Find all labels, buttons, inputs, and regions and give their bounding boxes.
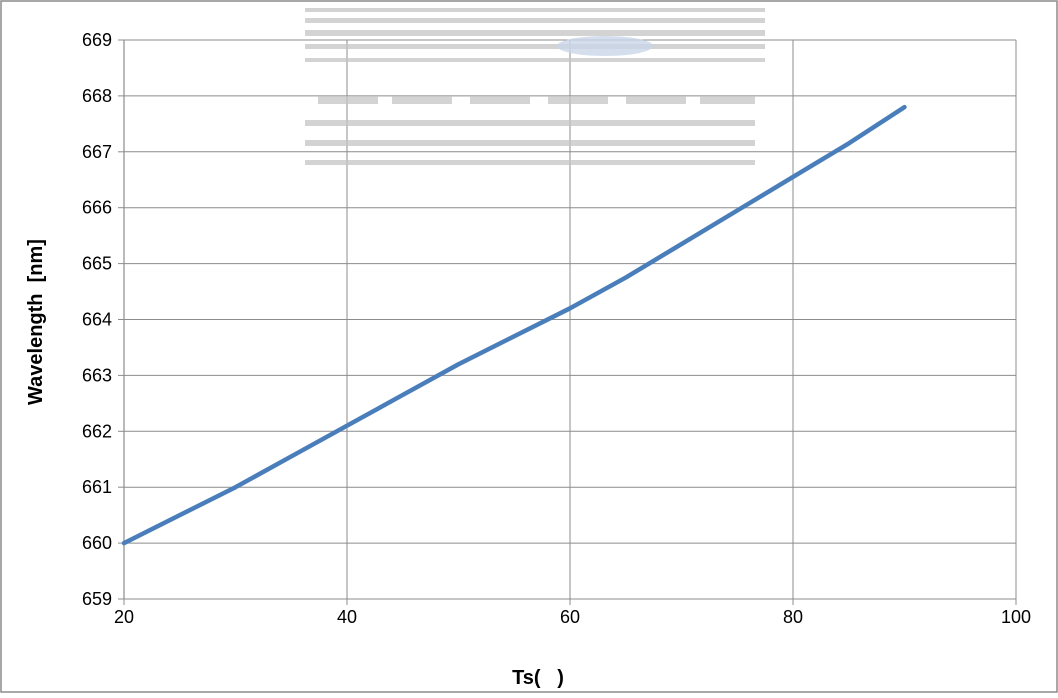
watermark-stroke: [548, 96, 608, 104]
y-tick-label: 666: [82, 198, 112, 218]
y-tick-label: 659: [82, 589, 112, 609]
x-axis-title: Ts( ): [512, 667, 564, 689]
y-axis-ticks: 659 660 661 662 663 664 665 666 667 668 669: [82, 30, 112, 609]
series-line: [121, 104, 907, 546]
y-tick-label: 662: [82, 421, 112, 441]
y-tick-label: 665: [82, 254, 112, 274]
watermark-stroke: [305, 18, 765, 23]
watermark-stroke: [470, 96, 530, 104]
x-tick-label: 80: [783, 607, 803, 627]
watermark-stroke: [626, 96, 686, 104]
gridlines: [118, 39, 1017, 605]
y-tick-label: 667: [82, 142, 112, 162]
y-tick-label: 661: [82, 477, 112, 497]
y-tick-label: 664: [82, 310, 112, 330]
y-tick-label: 663: [82, 365, 112, 385]
y-axis-title: Wavelength [nm]: [25, 239, 47, 405]
watermark-stroke: [305, 160, 755, 165]
watermark-logo: [305, 8, 765, 165]
watermark-stroke: [392, 96, 452, 104]
watermark-oval: [557, 36, 653, 56]
x-tick-label: 40: [337, 607, 357, 627]
series-layer: [121, 104, 907, 546]
x-tick-label: 100: [1001, 607, 1031, 627]
y-tick-label: 660: [82, 533, 112, 553]
watermark-stroke: [305, 120, 755, 126]
watermark-stroke: [700, 96, 755, 104]
y-tick-label: 669: [82, 30, 112, 50]
x-tick-label: 20: [114, 607, 134, 627]
watermark-stroke: [318, 96, 378, 104]
watermark-stroke: [305, 44, 765, 49]
y-tick-label: 668: [82, 86, 112, 106]
watermark-stroke: [305, 140, 755, 146]
x-tick-label: 60: [560, 607, 580, 627]
watermark-stroke: [305, 30, 765, 36]
x-axis-ticks: 20 40 60 80 100: [114, 607, 1031, 627]
watermark-stroke: [305, 8, 765, 12]
watermark-stroke: [305, 58, 765, 62]
